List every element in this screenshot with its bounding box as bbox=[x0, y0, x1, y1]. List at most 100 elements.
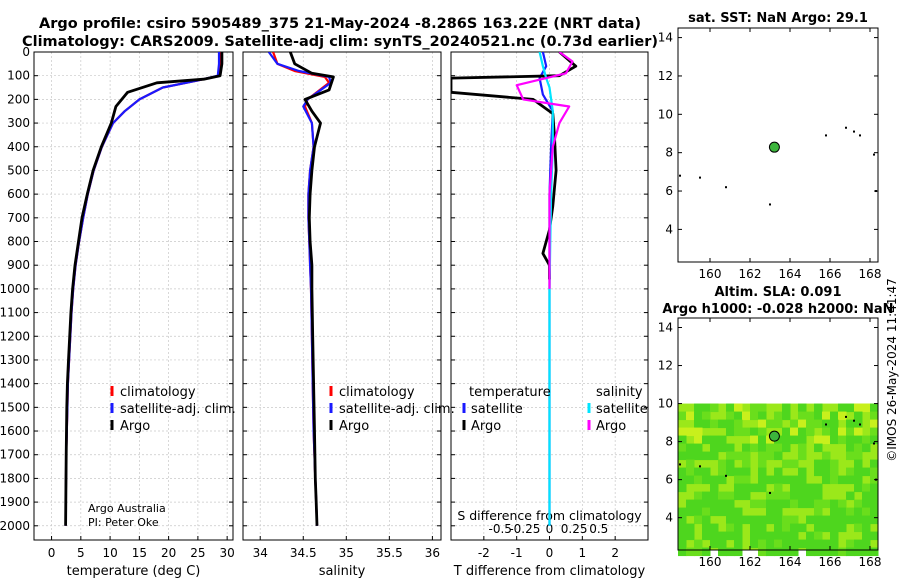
sla-cell bbox=[782, 411, 791, 421]
argo-position-marker bbox=[768, 141, 780, 153]
sla-cell bbox=[870, 459, 879, 469]
sla-cell bbox=[758, 499, 767, 509]
island-dot bbox=[725, 186, 727, 189]
sla-cell bbox=[726, 419, 735, 429]
sla-cell bbox=[766, 475, 775, 485]
sla-cell bbox=[710, 435, 719, 445]
sla-cell bbox=[854, 459, 863, 469]
sla-cell bbox=[774, 475, 783, 485]
sla-cell bbox=[726, 531, 735, 541]
sla-cell bbox=[854, 435, 863, 445]
sla-cell bbox=[806, 491, 815, 501]
sla-map-title1: Altim. SLA: 0.091 bbox=[715, 285, 842, 300]
legend-label: Argo bbox=[471, 419, 501, 434]
sla-cell bbox=[774, 451, 783, 461]
sla-cell bbox=[702, 531, 711, 541]
sla-cell bbox=[774, 419, 783, 429]
island-dot bbox=[679, 463, 681, 466]
sla-cell bbox=[854, 411, 863, 421]
sla-cell bbox=[718, 419, 727, 429]
sla-cell bbox=[694, 419, 703, 429]
sla-cell bbox=[814, 483, 823, 493]
sla-cell bbox=[766, 435, 775, 445]
sla-cell bbox=[814, 515, 823, 525]
sla-cell bbox=[814, 507, 823, 517]
sla-cell bbox=[750, 523, 759, 533]
sla-cell bbox=[726, 491, 735, 501]
sla-cell bbox=[806, 483, 815, 493]
x-tick-label: 1 bbox=[579, 546, 587, 560]
map-y-tick-label: 8 bbox=[665, 146, 673, 160]
sla-cell bbox=[854, 467, 863, 477]
sla-cell bbox=[742, 467, 751, 477]
sla-cell bbox=[710, 443, 719, 453]
map-sst_map: 160 162 164 166 168 4 6 8 10 12 14 bbox=[658, 27, 882, 281]
sla-cell bbox=[678, 475, 687, 485]
x-tick-label: 20 bbox=[161, 546, 176, 560]
sla-cell bbox=[726, 411, 735, 421]
sla-cell bbox=[766, 539, 775, 549]
sla-cell bbox=[702, 451, 711, 461]
legend-label: satellite-adj. clim. bbox=[120, 402, 236, 417]
sla-cell bbox=[862, 435, 871, 445]
sla-cell bbox=[726, 523, 735, 533]
sla-cell bbox=[806, 411, 815, 421]
sla-cell bbox=[758, 547, 767, 557]
sla-cell bbox=[678, 507, 687, 517]
sla-cell bbox=[726, 451, 735, 461]
s-tick-label: 0.25 bbox=[561, 522, 588, 536]
sla-cell bbox=[782, 515, 791, 525]
map-x-tick-label: 164 bbox=[779, 267, 802, 281]
sla-cell bbox=[862, 499, 871, 509]
sla-cell bbox=[798, 411, 807, 421]
sla-cell bbox=[822, 547, 831, 557]
sla-cell bbox=[734, 411, 743, 421]
sla-cell bbox=[718, 547, 727, 557]
sla-cell bbox=[870, 483, 879, 493]
map-y-tick-label: 10 bbox=[658, 107, 673, 121]
sla-cell bbox=[790, 475, 799, 485]
sla-cell bbox=[814, 491, 823, 501]
series-line-argo bbox=[288, 52, 335, 526]
island-dot bbox=[859, 134, 861, 137]
map-frame bbox=[677, 27, 879, 263]
sla-cell bbox=[862, 467, 871, 477]
sla-cell bbox=[710, 507, 719, 517]
sla-cell bbox=[854, 539, 863, 549]
sla-cell bbox=[726, 467, 735, 477]
sla-cell bbox=[766, 531, 775, 541]
x-axis-label: T difference from climatology bbox=[453, 564, 646, 579]
sla-cell bbox=[718, 491, 727, 501]
sla-cell bbox=[870, 507, 879, 517]
map-y-tick-label: 8 bbox=[665, 435, 673, 449]
sla-cell bbox=[830, 523, 839, 533]
map-x-tick-label: 168 bbox=[859, 267, 882, 281]
sla-cell bbox=[686, 467, 695, 477]
sla-cell bbox=[766, 515, 775, 525]
sla-cell bbox=[830, 427, 839, 437]
sla-cell bbox=[830, 499, 839, 509]
x-tick-label: 0 bbox=[546, 546, 554, 560]
sla-cell bbox=[806, 499, 815, 509]
sla-cell bbox=[694, 515, 703, 525]
sla-cell bbox=[678, 451, 687, 461]
sla-cell bbox=[854, 483, 863, 493]
island-dot bbox=[859, 423, 861, 426]
sla-cell bbox=[862, 483, 871, 493]
sla-cell bbox=[814, 539, 823, 549]
sla-cell bbox=[822, 523, 831, 533]
map-x-tick-label: 164 bbox=[779, 555, 802, 569]
sla-cell bbox=[790, 515, 799, 525]
sla-cell bbox=[806, 427, 815, 437]
sla-cell bbox=[838, 475, 847, 485]
sla-cell bbox=[846, 507, 855, 517]
sla-cell bbox=[774, 531, 783, 541]
sla-cell bbox=[870, 499, 879, 509]
sla-cell bbox=[742, 443, 751, 453]
x-tick-label: 36 bbox=[425, 546, 440, 560]
sla-cell bbox=[742, 475, 751, 485]
sla-cell bbox=[734, 507, 743, 517]
sla-cell bbox=[790, 499, 799, 509]
sla-cell bbox=[718, 475, 727, 485]
sla-cell bbox=[782, 523, 791, 533]
